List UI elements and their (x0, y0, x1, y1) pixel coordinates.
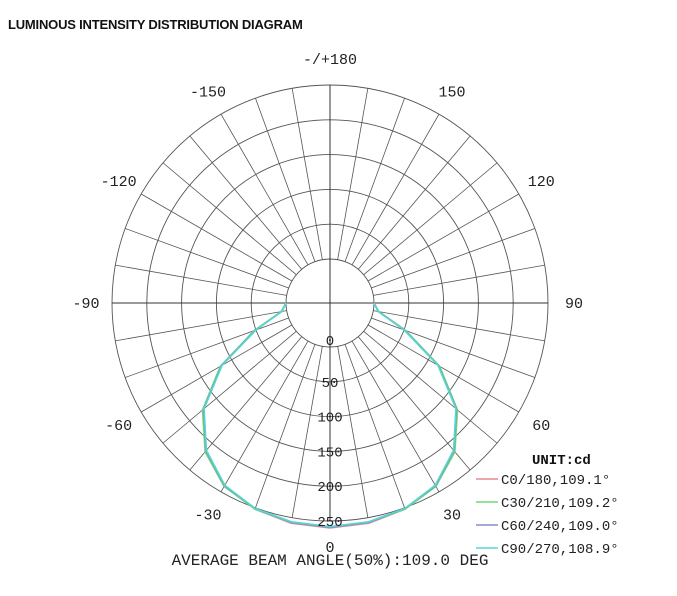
radial-label: 150 (317, 445, 342, 461)
angle-label: 30 (443, 507, 461, 524)
grid-spoke (141, 324, 293, 413)
grid-spoke (351, 114, 440, 266)
angle-label: -60 (105, 418, 132, 435)
grid-spoke (363, 330, 498, 444)
grid-spoke (162, 162, 297, 276)
grid-spoke (291, 88, 323, 260)
grid-spoke (220, 114, 309, 266)
legend-label: C30/210,109.2° (501, 496, 619, 512)
angle-label: -120 (101, 174, 137, 191)
grid-spoke (337, 88, 369, 260)
angle-label: -30 (194, 507, 221, 524)
grid-spoke (115, 264, 287, 296)
series-line (203, 302, 457, 528)
grid-spoke (115, 310, 287, 342)
radial-label: 100 (317, 411, 342, 427)
grid-spoke (189, 135, 303, 270)
grid-spoke (371, 317, 535, 378)
grid-spoke (255, 98, 316, 262)
grid-spoke (141, 193, 293, 282)
grid-spoke (125, 228, 289, 289)
radial-label: 250 (317, 515, 342, 531)
legend-label: C0/180,109.1° (501, 473, 610, 489)
chart-title: LUMINOUS INTENSITY DISTRIBUTION DIAGRAM (8, 17, 303, 32)
grid-spoke (373, 264, 545, 296)
grid-spoke (371, 228, 535, 289)
grid-spoke (220, 340, 309, 492)
grid-spoke (337, 346, 369, 518)
angle-label: -150 (190, 85, 226, 102)
angle-label: 60 (532, 418, 550, 435)
angle-label: 120 (528, 174, 555, 191)
grid-spoke (255, 344, 316, 508)
angle-label: 90 (565, 296, 583, 313)
radial-label: 50 (322, 376, 339, 392)
radial-label: 200 (317, 480, 342, 496)
grid-spoke (363, 162, 498, 276)
chart-labels: -/+180 -150 150 -120 120 -90 90 -60 60 -30 30 0 0 50 1… (72, 52, 583, 570)
series-layer (201, 302, 459, 529)
legend-label: C60/240,109.0° (501, 519, 619, 535)
beam-angle-footer: AVERAGE BEAM ANGLE(50%):109.0 DEG (172, 552, 489, 570)
grid-spoke (162, 330, 297, 444)
grid-spoke (125, 317, 289, 378)
grid-spoke (344, 98, 405, 262)
grid-spoke (373, 310, 545, 342)
grid-spoke (189, 336, 303, 471)
unit-label: UNIT:cd (532, 453, 591, 469)
grid-spoke (367, 193, 519, 282)
grid-spoke (351, 340, 440, 492)
grid-spoke (344, 344, 405, 508)
angle-label: -/+180 (303, 52, 357, 69)
grid-spoke (367, 324, 519, 413)
angle-label: 150 (438, 85, 465, 102)
angle-label: -90 (72, 296, 99, 313)
grid-spoke (357, 336, 471, 471)
grid-spoke (291, 346, 323, 518)
radial-label: 0 (326, 334, 334, 350)
angle-label: 0 (325, 540, 334, 557)
grid-spoke (357, 135, 471, 270)
legend-label: C90/270,108.9° (501, 542, 619, 558)
legend: UNIT:cd C0/180,109.1° C30/210,109.2° C60/24… (476, 453, 619, 558)
